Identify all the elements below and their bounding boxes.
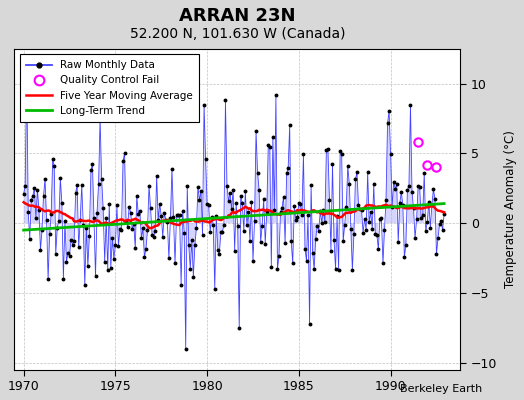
Text: 52.200 N, 101.630 W (Canada): 52.200 N, 101.630 W (Canada) <box>129 27 345 41</box>
Y-axis label: Temperature Anomaly (°C): Temperature Anomaly (°C) <box>504 130 517 288</box>
Title: ARRAN 23N: ARRAN 23N <box>179 7 296 25</box>
Legend: Raw Monthly Data, Quality Control Fail, Five Year Moving Average, Long-Term Tren: Raw Monthly Data, Quality Control Fail, … <box>20 54 199 122</box>
Text: Berkeley Earth: Berkeley Earth <box>400 384 482 394</box>
